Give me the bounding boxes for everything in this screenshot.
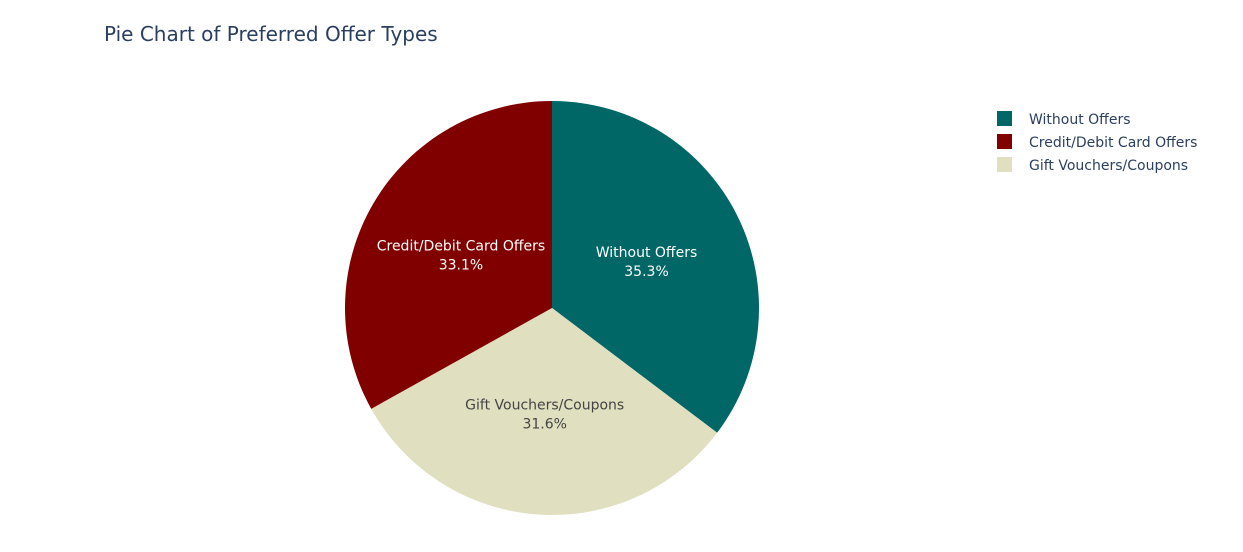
pie-slices	[345, 101, 760, 515]
slice-percent-credit-debit-card-offers: 33.1%	[439, 258, 483, 274]
pie-labels: Without Offers 35.3% Gift Vouchers/Coupons…	[377, 239, 698, 433]
slice-percent-gift-vouchers-coupons: 31.6%	[522, 416, 566, 432]
legend-item-gift-vouchers-coupons[interactable]: Gift Vouchers/Coupons	[997, 157, 1188, 174]
legend-item-without-offers[interactable]: Without Offers	[997, 111, 1131, 128]
legend-label-gift-vouchers-coupons: Gift Vouchers/Coupons	[1029, 158, 1188, 174]
slice-percent-without-offers: 35.3%	[624, 264, 668, 280]
legend-label-without-offers: Without Offers	[1029, 112, 1131, 128]
legend-swatch-without-offers	[997, 111, 1012, 126]
slice-label-credit-debit-card-offers: Credit/Debit Card Offers	[377, 239, 545, 255]
slice-label-gift-vouchers-coupons: Gift Vouchers/Coupons	[465, 397, 624, 413]
legend-item-credit-debit-card-offers[interactable]: Credit/Debit Card Offers	[997, 134, 1197, 151]
pie-slice-credit-debit-card-offers[interactable]	[345, 101, 552, 409]
chart-title: Pie Chart of Preferred Offer Types	[104, 22, 438, 46]
legend[interactable]: Without Offers Credit/Debit Card Offers Gi…	[997, 111, 1197, 174]
legend-label-credit-debit-card-offers: Credit/Debit Card Offers	[1029, 135, 1197, 151]
pie-slice-gift-vouchers-coupons[interactable]	[371, 308, 718, 515]
legend-swatch-gift-vouchers-coupons	[997, 157, 1012, 172]
slice-label-without-offers: Without Offers	[596, 245, 698, 261]
pie-slice-without-offers[interactable]	[552, 101, 760, 433]
legend-swatch-credit-debit-card-offers	[997, 134, 1012, 149]
